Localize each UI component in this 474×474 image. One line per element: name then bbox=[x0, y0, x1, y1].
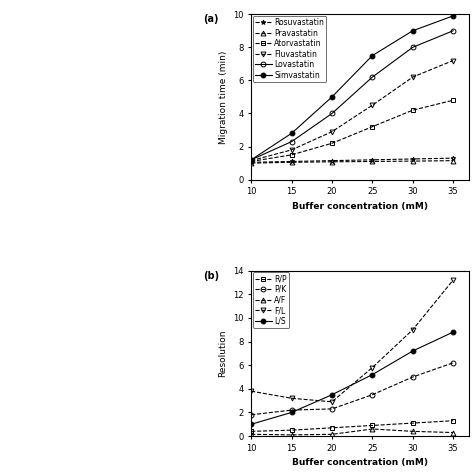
L/S bbox=[450, 329, 456, 335]
Lovastatin bbox=[248, 157, 254, 163]
L/S bbox=[370, 372, 375, 377]
R/P bbox=[450, 418, 456, 424]
Atorvastatin bbox=[289, 152, 294, 158]
Line: R/P: R/P bbox=[249, 418, 456, 434]
F/L bbox=[450, 277, 456, 283]
P/K bbox=[410, 374, 416, 380]
Lovastatin bbox=[450, 28, 456, 34]
Line: Pravastatin: Pravastatin bbox=[249, 158, 456, 165]
Line: Lovastatin: Lovastatin bbox=[249, 28, 456, 162]
Line: A/F: A/F bbox=[249, 427, 456, 438]
Fluvastatin bbox=[289, 147, 294, 153]
Simvastatin bbox=[289, 130, 294, 136]
Y-axis label: Resolution: Resolution bbox=[219, 329, 228, 377]
Rosuvastatin bbox=[329, 158, 335, 164]
Pravastatin bbox=[450, 158, 456, 164]
A/F bbox=[450, 430, 456, 436]
P/K bbox=[248, 412, 254, 418]
Rosuvastatin bbox=[410, 156, 416, 162]
Atorvastatin bbox=[370, 124, 375, 129]
Fluvastatin bbox=[370, 102, 375, 108]
Simvastatin bbox=[329, 94, 335, 100]
F/L bbox=[289, 395, 294, 401]
Rosuvastatin bbox=[450, 155, 456, 161]
Line: F/L: F/L bbox=[249, 278, 456, 404]
Simvastatin bbox=[248, 157, 254, 163]
A/F bbox=[370, 426, 375, 432]
Atorvastatin bbox=[450, 97, 456, 103]
Pravastatin bbox=[289, 159, 294, 165]
R/P bbox=[329, 425, 335, 431]
Y-axis label: Migration time (min): Migration time (min) bbox=[219, 50, 228, 144]
Line: Fluvastatin: Fluvastatin bbox=[249, 58, 456, 163]
Line: P/K: P/K bbox=[249, 360, 456, 417]
A/F bbox=[248, 431, 254, 437]
Line: Atorvastatin: Atorvastatin bbox=[249, 98, 456, 164]
Lovastatin bbox=[289, 139, 294, 145]
Fluvastatin bbox=[329, 129, 335, 135]
A/F bbox=[329, 431, 335, 437]
A/F bbox=[410, 428, 416, 434]
Simvastatin bbox=[410, 28, 416, 34]
Lovastatin bbox=[370, 74, 375, 80]
Lovastatin bbox=[329, 110, 335, 116]
Fluvastatin bbox=[410, 74, 416, 80]
Rosuvastatin bbox=[248, 159, 254, 165]
P/K bbox=[450, 360, 456, 365]
Pravastatin bbox=[410, 158, 416, 164]
Line: Rosuvastatin: Rosuvastatin bbox=[249, 156, 456, 165]
F/L bbox=[329, 399, 335, 405]
Simvastatin bbox=[450, 13, 456, 18]
R/P bbox=[370, 423, 375, 428]
R/P bbox=[410, 420, 416, 426]
F/L bbox=[410, 327, 416, 333]
Line: L/S: L/S bbox=[249, 329, 456, 427]
R/P bbox=[248, 428, 254, 434]
X-axis label: Buffer concentration (mM): Buffer concentration (mM) bbox=[292, 202, 428, 211]
P/K bbox=[370, 392, 375, 398]
L/S bbox=[329, 392, 335, 398]
L/S bbox=[248, 421, 254, 427]
P/K bbox=[329, 406, 335, 412]
Rosuvastatin bbox=[289, 159, 294, 164]
Legend: R/P, P/K, A/F, F/L, L/S: R/P, P/K, A/F, F/L, L/S bbox=[253, 272, 289, 328]
F/L bbox=[248, 388, 254, 394]
Pravastatin bbox=[248, 160, 254, 166]
F/L bbox=[370, 365, 375, 370]
Fluvastatin bbox=[450, 58, 456, 64]
P/K bbox=[289, 407, 294, 413]
R/P bbox=[289, 428, 294, 433]
X-axis label: Buffer concentration (mM): Buffer concentration (mM) bbox=[292, 458, 428, 467]
Text: (b): (b) bbox=[203, 271, 219, 281]
Rosuvastatin bbox=[370, 157, 375, 163]
Pravastatin bbox=[370, 159, 375, 164]
Fluvastatin bbox=[248, 158, 254, 164]
Lovastatin bbox=[410, 45, 416, 50]
Atorvastatin bbox=[410, 107, 416, 113]
Atorvastatin bbox=[329, 140, 335, 146]
L/S bbox=[289, 410, 294, 415]
Atorvastatin bbox=[248, 159, 254, 164]
Simvastatin bbox=[370, 53, 375, 58]
Legend: Rosuvastatin, Pravastatin, Atorvastatin, Fluvastatin, Lovastatin, Simvastatin: Rosuvastatin, Pravastatin, Atorvastatin,… bbox=[253, 16, 326, 82]
L/S bbox=[410, 348, 416, 354]
Line: Simvastatin: Simvastatin bbox=[249, 13, 456, 162]
Text: (a): (a) bbox=[203, 14, 219, 24]
Pravastatin bbox=[329, 159, 335, 164]
A/F bbox=[289, 432, 294, 438]
